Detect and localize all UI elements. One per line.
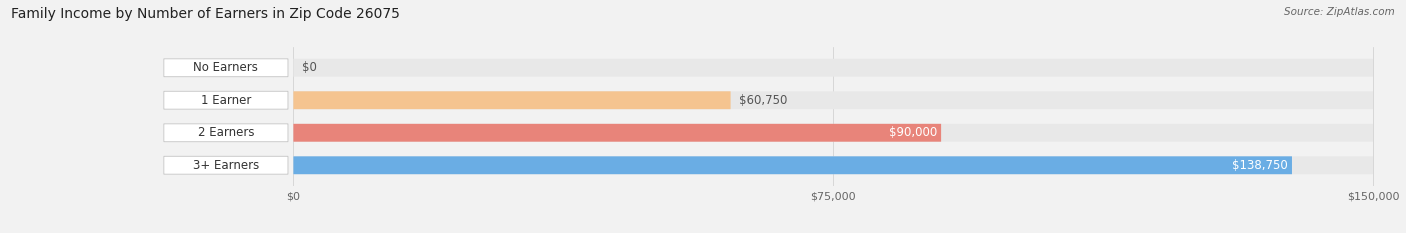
Text: No Earners: No Earners [194,61,259,74]
FancyBboxPatch shape [165,91,288,109]
FancyBboxPatch shape [294,124,941,142]
FancyBboxPatch shape [165,124,288,142]
Text: Family Income by Number of Earners in Zip Code 26075: Family Income by Number of Earners in Zi… [11,7,401,21]
Text: 3+ Earners: 3+ Earners [193,159,259,172]
FancyBboxPatch shape [165,156,288,174]
Text: Source: ZipAtlas.com: Source: ZipAtlas.com [1284,7,1395,17]
FancyBboxPatch shape [294,124,1372,142]
FancyBboxPatch shape [294,156,1372,174]
FancyBboxPatch shape [294,59,1372,77]
FancyBboxPatch shape [294,156,1292,174]
Text: $90,000: $90,000 [889,126,936,139]
Text: $0: $0 [302,61,316,74]
Text: 1 Earner: 1 Earner [201,94,252,107]
Text: $138,750: $138,750 [1232,159,1288,172]
Text: $60,750: $60,750 [740,94,787,107]
FancyBboxPatch shape [165,59,288,77]
FancyBboxPatch shape [294,91,1372,109]
Text: 2 Earners: 2 Earners [198,126,254,139]
FancyBboxPatch shape [294,91,731,109]
